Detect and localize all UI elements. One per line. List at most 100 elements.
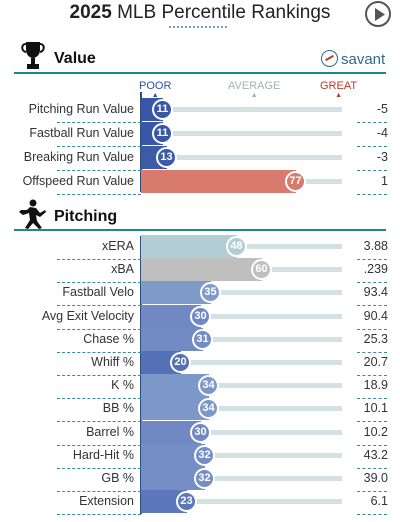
percentile-track [141,155,342,160]
metric-row[interactable]: K % 34 18.9 [0,374,400,400]
percentile-dot: 34 [198,398,219,420]
metric-name: K % [111,378,134,393]
row-separator-right [357,282,387,284]
metric-name: Breaking Run Value [23,150,134,164]
scale-poor: POOR ▲ [139,80,171,99]
page-title: 2025 MLB Percentile Rankings [0,2,400,24]
title-text: MLB Percentile Rankings [111,2,331,23]
play-button[interactable] [365,1,391,27]
scale-great-label: GREAT [320,80,358,92]
row-separator [57,259,141,260]
percentile-track [141,313,342,319]
metric-row[interactable]: BB % 34 10.1 [0,397,400,423]
percentile-dot: 11 [152,123,173,144]
metric-name: Chase % [83,331,134,346]
metric-value: -3 [376,150,388,164]
metric-value: -4 [376,126,388,140]
metric-name: Hard-Hit % [72,447,134,462]
percentile-dot: 77 [285,171,306,192]
metric-value: 25.3 [363,331,388,346]
metric-name: Extension [79,494,134,509]
metric-row[interactable]: Chase % 31 25.3 [0,327,400,353]
row-separator [57,514,141,516]
percentile-track [141,360,342,365]
trophy-icon [21,42,45,69]
percentile-bar [141,443,205,467]
row-separator-right [357,194,387,195]
percentile-dot: 31 [192,328,213,350]
row-separator-right [357,467,387,469]
percentile-track [141,290,342,296]
percentile-dot: 34 [198,375,219,397]
metric-name: GB % [101,471,134,485]
percentile-dot: 20 [170,352,191,373]
metric-row[interactable]: Extension 23 6.1 [0,490,400,516]
metric-value: 93.4 [363,285,388,300]
percentile-bar [141,235,237,258]
percentile-bar [141,304,201,328]
metric-name: Fastball Run Value [29,126,134,140]
percentile-dot: 32 [194,444,215,466]
metric-value: 3.88 [363,239,388,253]
percentile-track [141,499,342,505]
row-separator [57,375,141,376]
row-separator [57,328,141,330]
metric-row[interactable]: Pitching Run Value 11 -5 [0,98,400,123]
title-underline [169,26,227,28]
percentile-track [141,429,342,435]
value-section-label: Value [54,50,96,67]
percentile-dot: 13 [156,147,177,168]
row-separator [57,421,141,423]
percentile-bar [141,397,209,421]
metric-row[interactable]: GB % 32 39.0 [0,467,400,492]
percentile-track [141,383,342,389]
row-separator [57,351,141,353]
play-icon [375,8,385,21]
metric-row[interactable]: xBA 60 .239 [0,258,400,284]
metric-row[interactable]: Avg Exit Velocity 30 90.4 [0,304,400,330]
scale-poor-label: POOR [139,80,172,92]
percentile-bar [141,374,209,398]
metric-name: Offspeed Run Value [22,174,134,188]
percentile-dot: 30 [190,421,211,443]
metric-row[interactable]: Hard-Hit % 32 43.2 [0,443,400,469]
row-separator-right [357,398,387,400]
metric-value: 1 [381,174,388,188]
row-separator-right [357,351,387,353]
pitching-section-rule [14,229,386,231]
percentile-bar [141,281,211,305]
metric-row[interactable]: Whiff % 20 20.7 [0,351,400,376]
metric-value: 43.2 [363,447,388,462]
percentile-dot: 30 [190,305,211,327]
row-separator [57,467,141,469]
percentile-bar [141,420,201,444]
metric-row[interactable]: Barrel % 30 10.2 [0,420,400,446]
metric-name: Barrel % [86,424,134,439]
row-separator [57,491,141,492]
percentile-bar [141,170,296,193]
row-separator-right [357,122,387,123]
percentile-dot: 48 [226,236,247,257]
percentile-bar [141,490,187,514]
metric-row[interactable]: Breaking Run Value 13 -3 [0,146,400,171]
percentile-track [141,107,342,112]
percentile-track [141,452,342,458]
percentile-track [141,336,342,342]
metric-value: 90.4 [363,308,388,323]
metric-row[interactable]: Fastball Run Value 11 -4 [0,122,400,147]
row-separator-right [357,444,387,446]
savant-brand[interactable]: savant [321,50,385,68]
percentile-dot: 11 [152,99,173,120]
metric-value: .239 [363,262,388,277]
metric-name: Fastball Velo [62,285,134,300]
metric-row[interactable]: Offspeed Run Value 77 1 [0,170,400,195]
row-separator-right [357,170,387,171]
savant-brand-label: savant [341,51,386,68]
percentile-bar [141,467,205,490]
metric-value: 10.1 [363,401,388,416]
scale-poor-arrow-icon: ▲ [151,92,159,99]
row-separator [57,194,141,195]
metric-row[interactable]: xERA 48 3.88 [0,235,400,260]
metric-row[interactable]: Fastball Velo 35 93.4 [0,281,400,307]
row-separator [57,282,141,284]
